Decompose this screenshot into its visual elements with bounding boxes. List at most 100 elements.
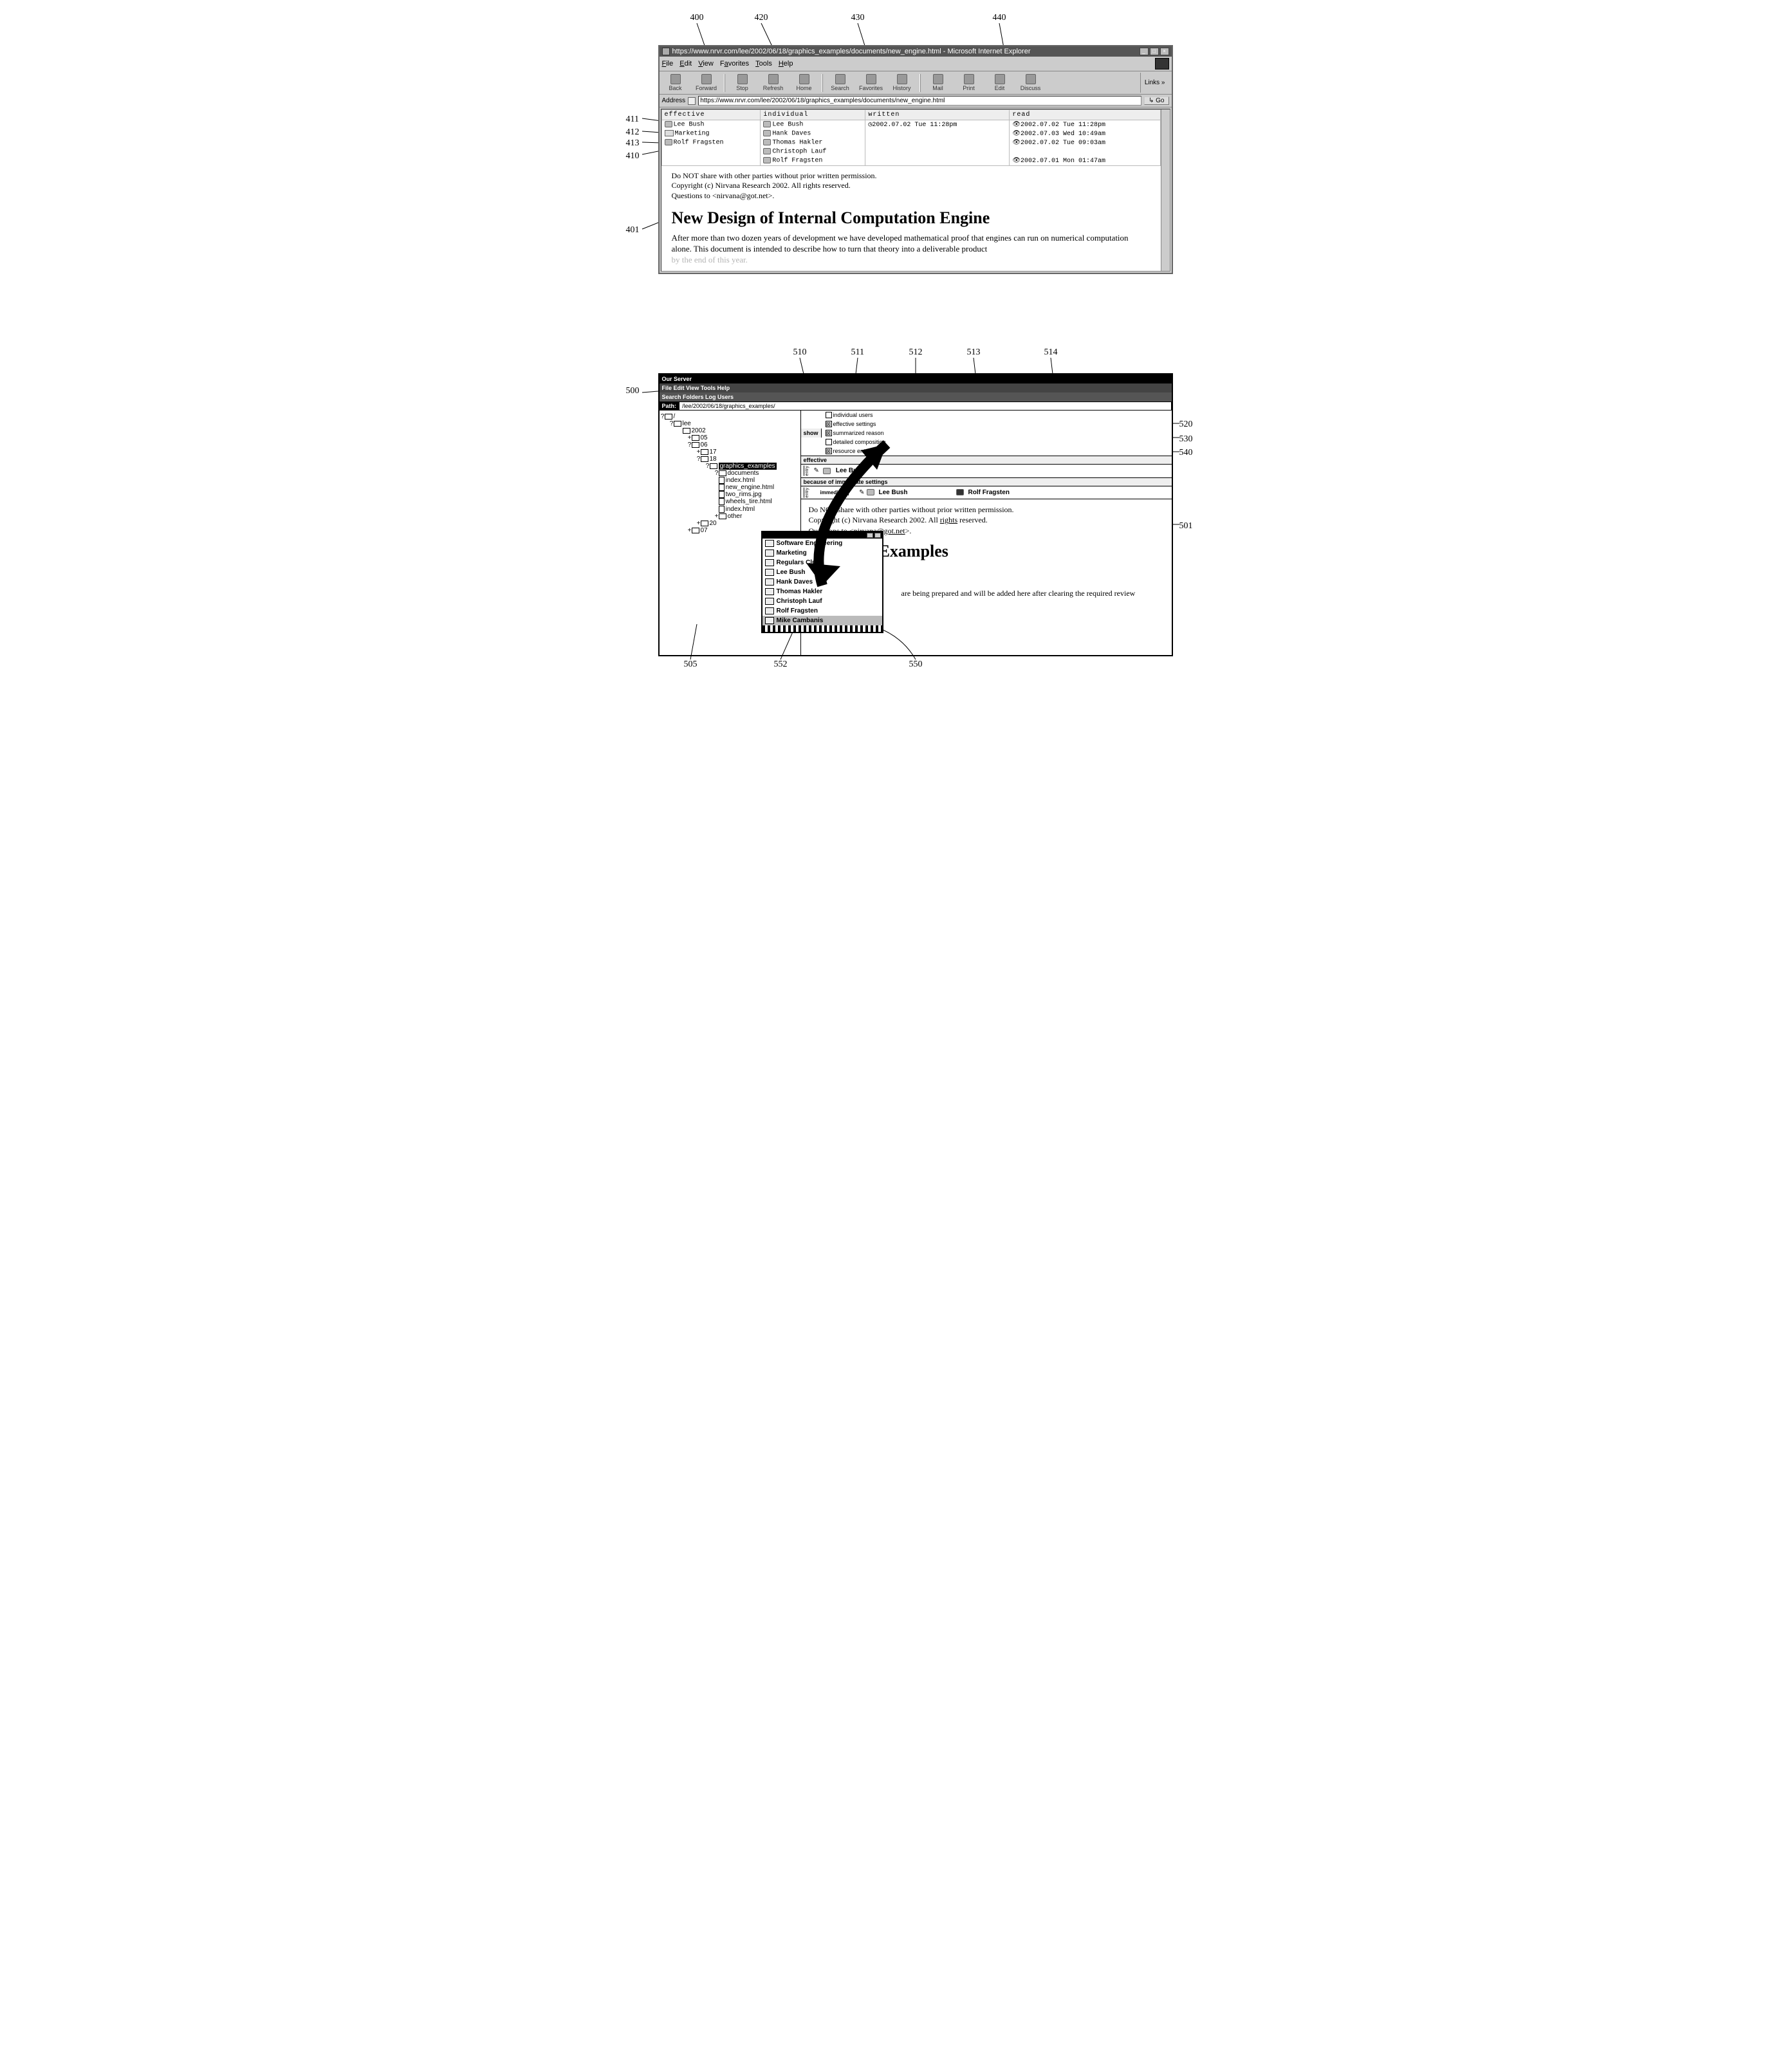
address-input[interactable] — [698, 96, 1141, 106]
discuss-button[interactable]: Discuss — [1017, 73, 1044, 93]
maximize-button[interactable]: □ — [1150, 48, 1159, 55]
show-opt-individual-users[interactable]: individual users — [822, 411, 890, 420]
clock-icon: ◷ — [868, 122, 872, 129]
tree-folder-documents[interactable]: ?documents — [661, 470, 799, 477]
tree-folder-2002[interactable]: 2002 — [661, 427, 799, 434]
popup-item-software-engineering[interactable]: Software Engineering — [762, 539, 882, 548]
person-icon — [823, 468, 831, 474]
popup-item-christoph-lauf[interactable]: Christoph Lauf — [762, 596, 882, 606]
folder-icon — [665, 414, 672, 420]
back-button[interactable]: Back — [662, 73, 689, 93]
search-button[interactable]: Search — [827, 73, 854, 93]
refresh-button[interactable]: Refresh — [760, 73, 787, 93]
show-options-bar: show individual users⊠effective settings… — [801, 411, 1172, 456]
ie-title-text: https://www.nrvr.com/lee/2002/06/18/grap… — [672, 48, 1031, 55]
server-submenu[interactable]: Search Folders Log Users — [660, 392, 1172, 402]
show-opt-resource-entry[interactable]: ⊠resource entry — [822, 447, 890, 456]
col-individual: individual — [761, 110, 865, 120]
popup-item-hank-daves[interactable]: Hank Daves — [762, 577, 882, 587]
access-metadata-table: effective individual written read Lee Bu… — [661, 109, 1161, 166]
path-value[interactable]: /lee/2002/06/18/graphics_examples/ — [679, 402, 1172, 411]
popup-min-button[interactable] — [867, 533, 873, 538]
checkbox-icon[interactable] — [826, 412, 832, 418]
show-opt-summarized-reason[interactable]: ⊠summarized reason — [822, 429, 890, 438]
popup-item-lee-bush[interactable]: Lee Bush — [762, 568, 882, 577]
callout-440: 440 — [993, 13, 1006, 23]
ie-titlebar: https://www.nrvr.com/lee/2002/06/18/grap… — [660, 46, 1172, 57]
popup-close-button[interactable] — [874, 533, 881, 538]
callout-413: 413 — [626, 138, 640, 149]
pencil-icon: ✎ — [859, 489, 864, 496]
file-icon — [719, 477, 725, 484]
person-icon — [765, 617, 774, 624]
popup-resize-grip[interactable] — [762, 625, 882, 632]
show-label: show — [801, 429, 822, 438]
close-button[interactable]: × — [1160, 48, 1169, 55]
popup-item-mike-cambanis[interactable]: Mike Cambanis — [762, 616, 882, 625]
folder-icon — [683, 428, 690, 434]
tree-folder-06[interactable]: ?06 — [661, 441, 799, 448]
server-menubar[interactable]: File Edit View Tools Help — [660, 383, 1172, 392]
mail-button[interactable]: Mail — [925, 73, 952, 93]
callout-513: 513 — [967, 347, 981, 358]
tree-file-indexhtml[interactable]: index.html — [661, 477, 799, 484]
popup-item-thomas-hakler[interactable]: Thomas Hakler — [762, 587, 882, 596]
show-opt-detailed-composition[interactable]: detailed composition — [822, 438, 890, 447]
ie-app-icon — [662, 48, 670, 55]
folder-icon — [692, 528, 699, 533]
tree-folder-20[interactable]: +20 — [661, 520, 799, 527]
tree-folder-graphicsexamples[interactable]: ?graphics_examples — [661, 463, 799, 470]
favorites-button[interactable]: Favorites — [858, 73, 885, 93]
menu-view[interactable]: View — [698, 60, 714, 68]
folder-icon — [701, 456, 708, 462]
server-window: Our Server File Edit View Tools Help Sea… — [658, 373, 1173, 656]
address-label: Address — [662, 97, 686, 104]
table-row: Rolf Fragsten👁2002.07.01 Mon 01:47am — [661, 156, 1160, 166]
tree-folder-17[interactable]: +17 — [661, 448, 799, 456]
menu-file[interactable]: File — [662, 60, 674, 68]
menu-tools[interactable]: Tools — [755, 60, 772, 68]
menu-edit[interactable]: Edit — [679, 60, 692, 68]
tree-file-newenginehtml[interactable]: new_engine.html — [661, 484, 799, 491]
ie-toolbar: BackForward StopRefreshHome SearchFavorite… — [660, 71, 1172, 95]
edit-button[interactable]: Edit — [986, 73, 1013, 93]
group-icon — [665, 130, 674, 136]
callout-520: 520 — [1179, 420, 1193, 430]
folder-icon — [674, 421, 681, 427]
document-body: After more than two dozen years of devel… — [661, 233, 1161, 271]
tree-file-wheelstirehtml[interactable]: wheels_tire.html — [661, 498, 799, 505]
print-button[interactable]: Print — [956, 73, 983, 93]
checkbox-icon[interactable]: ⊠ — [826, 430, 832, 436]
tree-file-indexhtml[interactable]: index.html — [661, 506, 799, 513]
history-button[interactable]: History — [889, 73, 916, 93]
show-opt-effective-settings[interactable]: ⊠effective settings — [822, 420, 890, 429]
tree-folder-other[interactable]: +other — [661, 513, 799, 520]
menu-favorites[interactable]: Favorites — [720, 60, 749, 68]
vertical-scrollbar[interactable] — [1161, 109, 1170, 271]
entry-vlabel-2: entry — [804, 488, 810, 498]
go-button[interactable]: ↳ Go — [1144, 97, 1169, 105]
user-picker-popup[interactable]: Software EngineeringMarketingRegulars Cl… — [761, 531, 883, 633]
folder-icon — [719, 470, 726, 476]
tree-folder-[interactable]: ?/ — [661, 413, 799, 420]
checkbox-icon[interactable] — [826, 439, 832, 445]
tree-folder-18[interactable]: ?18 — [661, 456, 799, 463]
tree-folder-05[interactable]: +05 — [661, 434, 799, 441]
callout-420: 420 — [755, 13, 768, 23]
tree-folder-lee[interactable]: ?lee — [661, 420, 799, 427]
minimize-button[interactable]: _ — [1140, 48, 1149, 55]
popup-item-regulars-club[interactable]: Regulars Club — [762, 558, 882, 568]
popup-item-marketing[interactable]: Marketing — [762, 548, 882, 558]
tree-file-tworimsjpg[interactable]: two_rims.jpg — [661, 491, 799, 498]
eye-icon: 👁 — [1012, 122, 1021, 129]
forward-button[interactable]: Forward — [693, 73, 720, 93]
server-pathbar: Path: /lee/2002/06/18/graphics_examples/ — [660, 402, 1172, 411]
links-label[interactable]: Links » — [1140, 73, 1169, 93]
checkbox-icon[interactable]: ⊠ — [826, 421, 832, 427]
menu-help[interactable]: Help — [779, 60, 793, 68]
popup-item-rolf-fragsten[interactable]: Rolf Fragsten — [762, 606, 882, 616]
rights-link[interactable]: rights — [940, 515, 957, 524]
checkbox-icon[interactable]: ⊠ — [826, 448, 832, 454]
stop-button[interactable]: Stop — [729, 73, 756, 93]
home-button[interactable]: Home — [791, 73, 818, 93]
